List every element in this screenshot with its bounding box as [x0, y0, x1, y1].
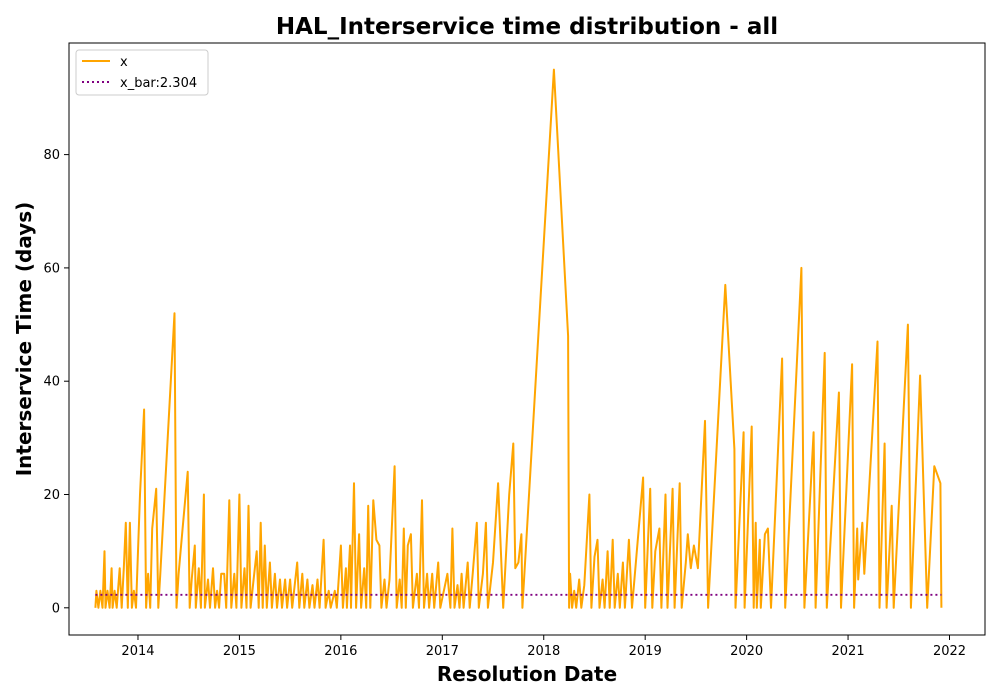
legend-label-x-bar: x_bar:2.304	[120, 76, 197, 91]
y-tick-label: 80	[43, 148, 60, 163]
x-tick-label: 2019	[629, 644, 662, 659]
chart-title: HAL_Interservice time distribution - all	[276, 14, 778, 40]
series-line-x	[94, 68, 943, 609]
x-tick-label: 2021	[832, 644, 865, 659]
legend: x x_bar:2.304	[75, 49, 209, 96]
y-tick-label: 40	[43, 375, 60, 390]
plot-area	[68, 42, 986, 636]
x-tick-label: 2016	[324, 644, 357, 659]
y-tick-label: 20	[43, 488, 60, 503]
x-tick-label: 2014	[121, 644, 154, 659]
x-axis: 2014 2015 2016 2017 2018 2019 2020 2021 2022	[121, 635, 966, 659]
x-tick-label: 2018	[527, 644, 560, 659]
x-axis-label: Resolution Date	[437, 662, 617, 686]
x-tick-label: 2022	[933, 644, 966, 659]
x-tick-label: 2015	[223, 644, 256, 659]
legend-label-x: x	[120, 55, 128, 70]
y-tick-label: 0	[52, 601, 60, 616]
x-tick-label: 2020	[730, 644, 763, 659]
y-tick-label: 60	[43, 261, 60, 276]
x-tick-label: 2017	[426, 644, 459, 659]
plot-frame	[68, 42, 986, 636]
series-layer	[94, 68, 943, 609]
y-axis-label: Interservice Time (days)	[12, 202, 36, 477]
y-axis: 0 20 40 60 80	[43, 148, 69, 616]
